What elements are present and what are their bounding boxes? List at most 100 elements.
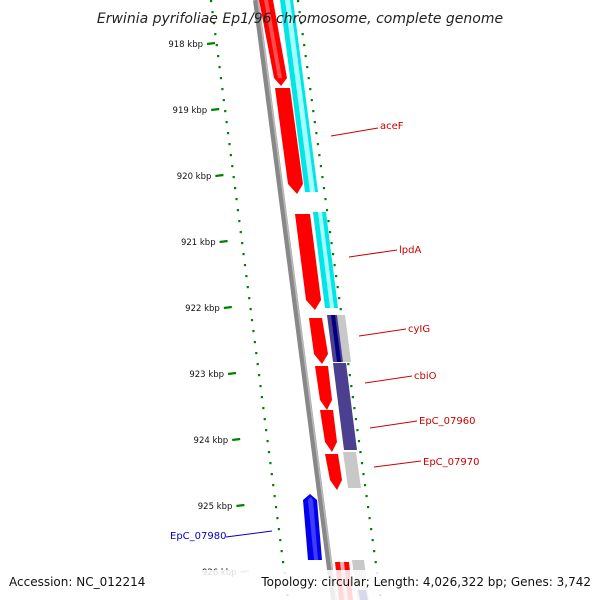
gc-skew-dot [306, 66, 309, 69]
tick-label: 925 kbp [198, 502, 233, 512]
gene-label-lpdA: lpdA [399, 245, 421, 256]
cds-aceF [275, 88, 303, 194]
tick-label: 918 kbp [168, 40, 203, 50]
cds-EpC_07960 [320, 410, 337, 452]
gc-dot [277, 528, 280, 531]
gc-skew-dot [319, 165, 323, 168]
gc-dot [226, 132, 230, 135]
gc-skew-dot [325, 209, 329, 212]
gene-labels: aceF lpdA cyIG cbiO EpC_07960 EpC_07970 … [170, 121, 479, 542]
gc-skew-dot [312, 110, 315, 113]
gc-dot [255, 352, 258, 355]
genome-backbone-highlight [257, 0, 337, 600]
gc-dot [272, 484, 275, 487]
leader-EpC_07980 [225, 530, 273, 538]
cds-aceF-upstream-light [264, 0, 282, 78]
genome-backbone [253, 0, 337, 600]
cog-block-3-dark [331, 315, 341, 362]
gc-dot [259, 385, 262, 388]
gene-label-cyIG: cyIG [408, 324, 430, 335]
gc-dot [233, 187, 237, 190]
gc-skew-dot [348, 374, 351, 377]
cog-block-3-gray [337, 315, 351, 362]
gc-dot [222, 99, 225, 102]
gc-skew-dot [353, 407, 356, 410]
gc-skew-dot [368, 517, 371, 520]
gc-dot [217, 55, 220, 58]
gc-dot [269, 462, 272, 465]
gc-dot [274, 506, 278, 509]
gc-dot [260, 396, 264, 399]
gene-label-aceF: aceF [380, 121, 404, 132]
tick-label: 923 kbp [189, 370, 224, 380]
gc-dot [252, 330, 255, 333]
tick-mark [227, 371, 237, 376]
gc-dot [225, 121, 228, 124]
gc-skew-dot [354, 418, 358, 421]
gc-skew-dot [315, 132, 318, 135]
gc-dot [279, 539, 282, 542]
gc-dot [235, 198, 238, 201]
gc-skew-dot [365, 495, 368, 498]
gc-dot [228, 143, 231, 146]
tick-mark [215, 173, 224, 178]
leader-EpC_07960 [369, 420, 418, 429]
gc-skew-dot [309, 88, 312, 91]
cog-block-1-light [285, 0, 315, 192]
gc-skew-dot [359, 451, 362, 454]
gc-skew-dot [300, 22, 303, 25]
gc-dot [265, 429, 268, 432]
gc-skew-dot [327, 220, 330, 223]
gc-skew-dot [298, 11, 301, 14]
gc-skew-dot [374, 561, 377, 564]
gc-skew-dot [356, 429, 359, 432]
gc-skew-dot [297, 0, 300, 3]
gc-skew-dot [362, 473, 365, 476]
gc-dot [248, 297, 251, 300]
gc-dot [249, 308, 252, 311]
gc-skew-dot [333, 264, 336, 267]
gc-dot [229, 154, 232, 157]
cog-block-2-light [318, 212, 334, 308]
gc-skew-dot [360, 462, 364, 465]
gc-skew-dot [347, 363, 350, 366]
map-title: Erwinia pyrifoliae Ep1/96 chromosome, co… [97, 11, 503, 27]
gc-dot [241, 242, 244, 245]
gc-skew-dot [357, 440, 361, 443]
gc-dot [266, 440, 269, 443]
gc-dot [262, 407, 265, 410]
gc-dot [276, 517, 279, 520]
gc-dot [211, 11, 214, 14]
gc-skew-dot [336, 286, 339, 289]
gc-skew-dot [324, 198, 327, 201]
gc-dot [256, 363, 259, 366]
tick-mark [211, 107, 220, 112]
gc-skew-dot [316, 143, 319, 146]
tick-label: 919 kbp [173, 106, 208, 116]
gc-skew-dot [321, 176, 324, 179]
gc-dot [239, 231, 242, 234]
gc-dot [245, 275, 248, 278]
leader-EpC_07970 [373, 460, 422, 468]
gc-dot [253, 341, 256, 344]
gc-skew-dot [301, 33, 304, 36]
gc-skew-dot [307, 77, 310, 80]
gc-dot [263, 418, 266, 421]
gc-dot [238, 220, 241, 223]
gc-dot [219, 77, 223, 80]
gc-skew-dot [310, 99, 313, 102]
gc-skew-dot [363, 484, 367, 487]
gc-dot [257, 374, 261, 377]
cds-EpC_07980-light [308, 497, 318, 560]
gc-dot [242, 253, 245, 256]
cds-EpC_07970 [325, 454, 342, 490]
gc-skew-dot [318, 154, 321, 157]
gc-dot [210, 0, 213, 3]
gc-dot [281, 561, 285, 564]
gc-dot [212, 22, 216, 25]
gc-skew-dot [335, 275, 338, 278]
gene-label-EpC_07970: EpC_07970 [423, 457, 479, 468]
cds-cyIG [309, 318, 328, 364]
tick-mark [219, 239, 228, 244]
